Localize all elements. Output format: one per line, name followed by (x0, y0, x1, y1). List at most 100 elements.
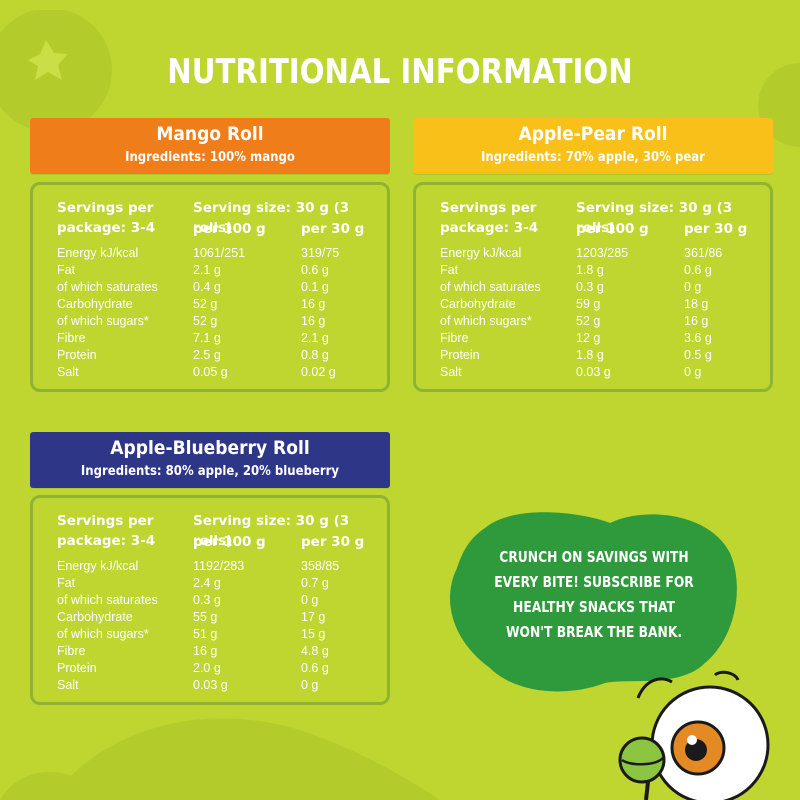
nutrient-name: of which saturates (57, 280, 158, 294)
product-name: Apple-Blueberry Roll (110, 437, 310, 459)
per30-value: 17 g (301, 610, 326, 624)
per100-value: 1192/283 (193, 559, 245, 573)
nutrient-name: of which sugars* (57, 314, 149, 328)
per30-value: 16 g (301, 314, 326, 328)
per100-value: 52 g (576, 314, 601, 328)
nutrition-panel-apple-blueberry: Servings per package: 3-4 Serving size: 3… (30, 495, 390, 705)
table-row: Protein 1.8 g 0.5 g (440, 347, 760, 364)
per30-value: 16 g (684, 314, 709, 328)
per100-value: 51 g (193, 627, 218, 641)
per100-value: 1061/251 (193, 246, 246, 260)
product-banner-mango: Mango Roll Ingredients: 100% mango (30, 118, 390, 174)
table-row: Carbohydrate 59 g 18 g (440, 296, 760, 313)
per30-value: 3.6 g (684, 331, 712, 345)
per100-value: 1.8 g (576, 348, 604, 362)
per100-value: 2.5 g (193, 348, 221, 362)
table-row: Protein 2.5 g 0.8 g (57, 347, 377, 364)
nutrient-name: Protein (57, 661, 97, 675)
per30-value: 358/85 (301, 559, 340, 573)
per100-value: 0.3 g (576, 280, 604, 294)
nutrient-name: Fat (57, 263, 76, 277)
servings-label: Servings per package: 3-4 (57, 513, 156, 549)
per30-header: per 30 g (301, 221, 365, 237)
nutrient-name: Fat (57, 576, 76, 590)
leaf-icon (0, 771, 110, 800)
nutrient-name: Salt (57, 365, 79, 379)
per30-value: 4.8 g (301, 644, 329, 658)
servings-label: Servings per package: 3-4 (57, 200, 156, 236)
per100-header: per 100 g (193, 221, 266, 237)
nutrient-name: Salt (57, 678, 79, 692)
serving-size-label: Serving size: 30 g (3 rolls) (193, 513, 350, 549)
mascot-icon (618, 670, 770, 800)
per30-value: 0 g (684, 280, 702, 294)
per100-value: 2.0 g (193, 661, 221, 675)
per30-value: 0.6 g (301, 661, 329, 675)
page-title: NUTRITIONAL INFORMATION (167, 52, 633, 92)
per100-value: 12 g (576, 331, 601, 345)
table-row: Fat 1.8 g 0.6 g (440, 262, 760, 279)
nutrient-name: Protein (440, 348, 480, 362)
product-ingredients: Ingredients: 80% apple, 20% blueberry (80, 464, 340, 479)
per30-value: 2.1 g (301, 331, 329, 345)
table-row: Energy kJ/kcal 1192/283 358/85 (57, 558, 377, 575)
per30-value: 18 g (684, 297, 709, 311)
product-banner-apple-pear: Apple-Pear Roll Ingredients: 70% apple, … (413, 118, 773, 174)
product-name: Mango Roll (156, 123, 264, 145)
per100-value: 59 g (576, 297, 601, 311)
leaf-icon (50, 718, 440, 800)
nutrient-name: of which sugars* (440, 314, 532, 328)
per100-value: 1203/285 (576, 246, 629, 260)
per100-value: 0.03 g (576, 365, 611, 379)
nutrient-name: Fibre (57, 644, 86, 658)
table-row: of which saturates 0.4 g 0.1 g (57, 279, 377, 296)
nutrient-name: Carbohydrate (57, 297, 133, 311)
per30-value: 0 g (684, 365, 702, 379)
nutrient-name: Energy kJ/kcal (440, 246, 522, 260)
table-row: Carbohydrate 52 g 16 g (57, 296, 377, 313)
nutrition-panel-mango: Servings per package: 3-4 Serving size: 3… (30, 182, 390, 392)
per100-value: 0.3 g (193, 593, 221, 607)
nutrient-name: of which saturates (57, 593, 158, 607)
table-row: Fat 2.1 g 0.6 g (57, 262, 377, 279)
per30-value: 361/86 (684, 246, 723, 260)
table-row: Fat 2.4 g 0.7 g (57, 575, 377, 592)
per100-value: 2.1 g (193, 263, 221, 277)
per30-value: 0.8 g (301, 348, 329, 362)
table-row: Salt 0.03 g 0 g (57, 677, 377, 694)
per30-value: 0.02 g (301, 365, 336, 379)
per100-value: 7.1 g (193, 331, 221, 345)
table-row: Salt 0.05 g 0.02 g (57, 364, 377, 381)
nutrient-name: Fat (440, 263, 459, 277)
serving-size-label: Serving size: 30 g (3 rolls) (193, 200, 350, 236)
per30-value: 319/75 (301, 246, 340, 260)
table-row: Fibre 16 g 4.8 g (57, 643, 377, 660)
table-row: of which sugars* 51 g 15 g (57, 626, 377, 643)
table-row: Carbohydrate 55 g 17 g (57, 609, 377, 626)
nutrient-name: Energy kJ/kcal (57, 559, 139, 573)
per100-value: 2.4 g (193, 576, 221, 590)
product-ingredients: Ingredients: 100% mango (125, 150, 295, 165)
per30-header: per 30 g (684, 221, 748, 237)
per100-value: 16 g (193, 644, 218, 658)
per100-value: 0.03 g (193, 678, 228, 692)
per30-value: 16 g (301, 297, 326, 311)
table-row: Energy kJ/kcal 1203/285 361/86 (440, 245, 760, 262)
nutrient-name: of which saturates (440, 280, 541, 294)
per30-value: 0 g (301, 593, 319, 607)
per100-value: 0.05 g (193, 365, 228, 379)
nutrient-name: Energy kJ/kcal (57, 246, 139, 260)
per30-value: 0.6 g (684, 263, 712, 277)
table-row: of which saturates 0.3 g 0 g (57, 592, 377, 609)
nutrition-rows: Energy kJ/kcal 1061/251 319/75 Fat 2.1 g 0.6 … (57, 245, 377, 381)
nutrient-name: Fibre (440, 331, 469, 345)
per100-value: 52 g (193, 297, 218, 311)
table-row: Fibre 12 g 3.6 g (440, 330, 760, 347)
per100-value: 0.4 g (193, 280, 221, 294)
table-row: of which saturates 0.3 g 0 g (440, 279, 760, 296)
per100-value: 1.8 g (576, 263, 604, 277)
nutrient-name: Salt (440, 365, 462, 379)
per100-header: per 100 g (576, 221, 649, 237)
per100-value: 55 g (193, 610, 218, 624)
per30-value: 0.5 g (684, 348, 712, 362)
